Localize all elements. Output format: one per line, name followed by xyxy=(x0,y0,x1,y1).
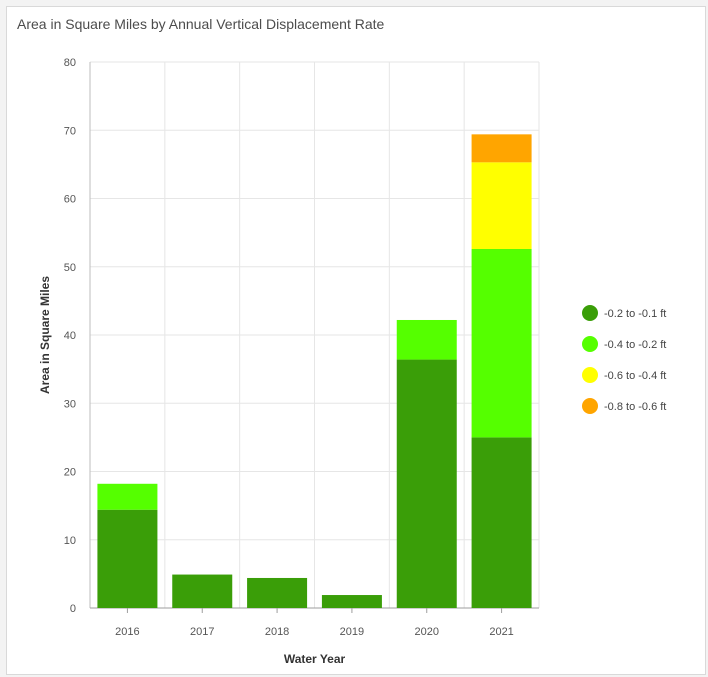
bar-2019-series-0 xyxy=(321,595,382,608)
y-tick-label: 70 xyxy=(64,125,76,137)
x-tick-label: 2019 xyxy=(340,626,364,638)
bar-2016-series-0 xyxy=(97,509,158,608)
x-axis-title: Water Year xyxy=(284,652,346,666)
y-tick-label: 20 xyxy=(64,467,76,479)
legend-swatch xyxy=(582,367,598,383)
bar-2020-series-0 xyxy=(396,359,457,608)
legend-swatch xyxy=(582,336,598,352)
bar-2016-series-1 xyxy=(97,483,158,510)
y-tick-label: 40 xyxy=(64,330,76,342)
chart-title: Area in Square Miles by Annual Vertical … xyxy=(17,16,385,32)
bar-2018-series-0 xyxy=(247,577,308,608)
bar-2021-series-1 xyxy=(471,249,532,438)
legend-label: -0.4 to -0.2 ft xyxy=(604,339,666,351)
bar-2020-series-1 xyxy=(396,319,457,360)
legend-label: -0.8 to -0.6 ft xyxy=(604,401,666,413)
bar-2021-series-0 xyxy=(471,437,532,608)
y-tick-label: 0 xyxy=(70,603,76,615)
bar-2021-series-3 xyxy=(471,134,532,163)
bar-2021-series-2 xyxy=(471,162,532,250)
y-tick-label: 10 xyxy=(64,535,76,547)
y-tick-label: 80 xyxy=(64,57,76,69)
y-axis-title: Area in Square Miles xyxy=(38,276,52,394)
legend-swatch xyxy=(582,305,598,321)
bar-2017-series-0 xyxy=(172,574,233,608)
y-tick-label: 30 xyxy=(64,398,76,410)
legend-label: -0.6 to -0.4 ft xyxy=(604,370,666,382)
y-tick-label: 50 xyxy=(64,262,76,274)
y-tick-label: 60 xyxy=(64,194,76,206)
x-tick-label: 2018 xyxy=(265,626,289,638)
x-tick-label: 2016 xyxy=(115,626,139,638)
legend-label: -0.2 to -0.1 ft xyxy=(604,308,666,320)
x-tick-label: 2020 xyxy=(415,626,439,638)
x-tick-label: 2021 xyxy=(489,626,513,638)
legend-swatch xyxy=(582,398,598,414)
x-tick-label: 2017 xyxy=(190,626,214,638)
